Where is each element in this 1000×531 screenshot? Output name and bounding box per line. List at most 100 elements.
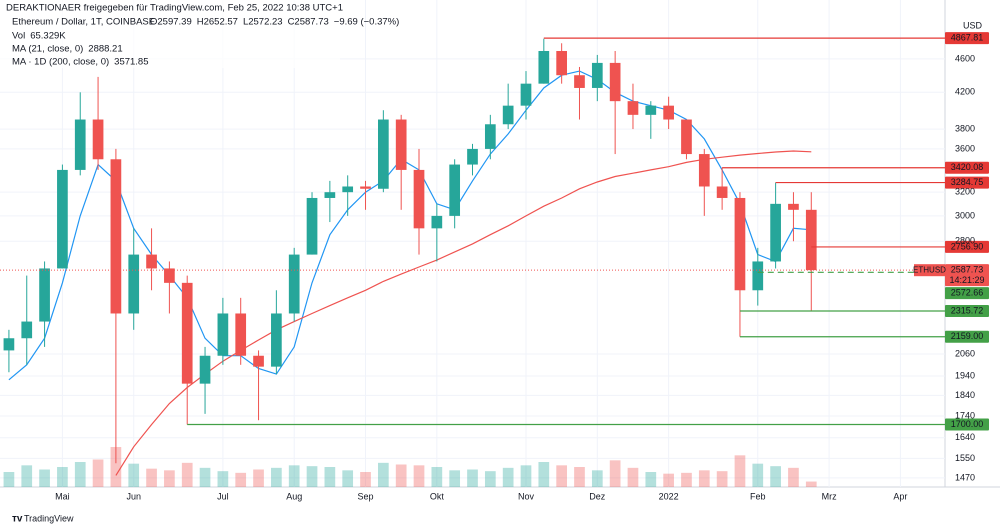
volume-bar: [395, 464, 407, 487]
price-box: [945, 32, 989, 45]
y-tick-label: 2060: [955, 348, 975, 358]
brand-logo: ᴛᴠ: [12, 514, 23, 525]
candle-body: [484, 124, 496, 149]
symbol-label: ETHUSD: [913, 265, 946, 274]
volume-bar: [378, 462, 389, 487]
candle-body: [360, 186, 371, 189]
price-box: [945, 176, 989, 189]
y-tick-label: 1470: [955, 472, 975, 482]
candle-body: [574, 75, 585, 88]
y-tick-label: 4600: [955, 53, 975, 63]
price-level-label: 3284.75: [951, 177, 984, 187]
price-level-label: 3420.08: [951, 162, 984, 172]
volume-bar: [128, 463, 140, 487]
volume-bar: [217, 471, 229, 487]
axis-layer: 1470 1550 1640 1740 1840 1940 2060 2800 3000 3200…: [55, 19, 989, 501]
price-level-label: 4867.81: [951, 32, 984, 42]
ohlc-value: C2587.73: [288, 17, 329, 28]
brand[interactable]: TradingView: [24, 513, 74, 523]
y-tick-label: 2800: [955, 236, 975, 246]
candle-body: [324, 192, 336, 198]
x-tick-label: Feb: [750, 491, 766, 501]
volume-bar: [591, 470, 603, 487]
volume-bar: [698, 470, 710, 487]
x-tick-label: Mai: [55, 491, 70, 501]
ohlc-value: H2652.57: [197, 17, 238, 28]
volume-bar: [271, 467, 282, 487]
volume-bar: [288, 465, 300, 487]
price-box: [945, 330, 989, 343]
y-tick-label: 1640: [955, 432, 975, 442]
volume-bar: [39, 469, 50, 487]
y-tick-label: 1740: [955, 410, 975, 420]
ohlc-value: −9.69 (−0.37%): [334, 17, 400, 28]
level-layer: 4867.81 3420.08 3284.75 2756.90 2587.7314:21…: [0, 32, 989, 431]
candle-body: [288, 254, 300, 314]
countdown-label: 14:21:29: [949, 275, 984, 285]
candle-body: [805, 209, 817, 271]
volume-bar: [146, 468, 157, 487]
symbol[interactable]: Ethereum / Dollar, 1T, COINBASE: [12, 17, 155, 28]
candle-body: [449, 164, 461, 216]
candle-body: [413, 169, 425, 229]
price-level-label: 2572.66: [951, 288, 984, 298]
candle-body: [734, 197, 746, 291]
price-box: [945, 418, 989, 431]
candle-body: [538, 50, 550, 84]
volume-bar: [627, 467, 639, 487]
volume-bar: [110, 447, 122, 487]
volume-bar: [431, 467, 443, 487]
candle-body: [3, 338, 15, 351]
candle-body: [609, 62, 621, 102]
x-tick-label: Okt: [430, 491, 445, 501]
ohlc-value: O2597.39: [150, 17, 192, 28]
candle-body: [39, 268, 50, 322]
candle-body: [146, 254, 157, 269]
last-price-label: 2587.73: [951, 265, 984, 275]
price-level-label: 1700.00: [951, 419, 984, 429]
candle-body: [395, 119, 407, 170]
price-level-label: 2159.00: [951, 331, 984, 341]
price-box: [945, 287, 989, 300]
candle-body: [21, 321, 33, 339]
y-tick-label: 1940: [955, 370, 975, 380]
candle-body: [217, 313, 229, 356]
volume-bar: [199, 467, 211, 487]
x-tick-label: Mrz: [822, 491, 837, 501]
x-tick-label: Dez: [589, 491, 606, 501]
candle-body: [342, 186, 354, 193]
y-tick-label: 3600: [955, 143, 975, 153]
candle-body: [271, 313, 282, 367]
candle-body: [770, 203, 781, 262]
legend-value: 3571.85: [114, 57, 148, 68]
volume-bar: [681, 472, 692, 487]
volume-bar: [74, 462, 86, 487]
candle-body: [645, 105, 657, 115]
volume-layer: [3, 447, 817, 487]
y-tick-label: 1550: [955, 453, 975, 463]
candle-body: [520, 83, 532, 106]
currency-box: [955, 19, 989, 31]
y-tick-label: 4200: [955, 87, 975, 97]
volume-bar: [57, 467, 68, 487]
candle-body: [431, 215, 443, 229]
volume-bar: [360, 472, 371, 487]
volume-bar: [752, 463, 764, 487]
symbol-box: [914, 264, 945, 277]
volume-bar: [609, 460, 621, 487]
volume-bar: [253, 469, 264, 487]
moving-average: [8, 70, 812, 381]
volume-bar: [805, 481, 817, 487]
candle-body: [556, 50, 567, 76]
candle-body: [235, 313, 247, 356]
candle-body: [788, 203, 799, 210]
x-tick-label: Sep: [358, 491, 374, 501]
legend-name: MA · 1D (200, close, 0): [12, 57, 109, 68]
x-tick-label: Jul: [217, 491, 229, 501]
price-level-label: 2315.72: [951, 305, 984, 315]
volume-bar: [21, 465, 33, 487]
candle-body: [502, 105, 514, 125]
candle-body: [681, 119, 692, 155]
